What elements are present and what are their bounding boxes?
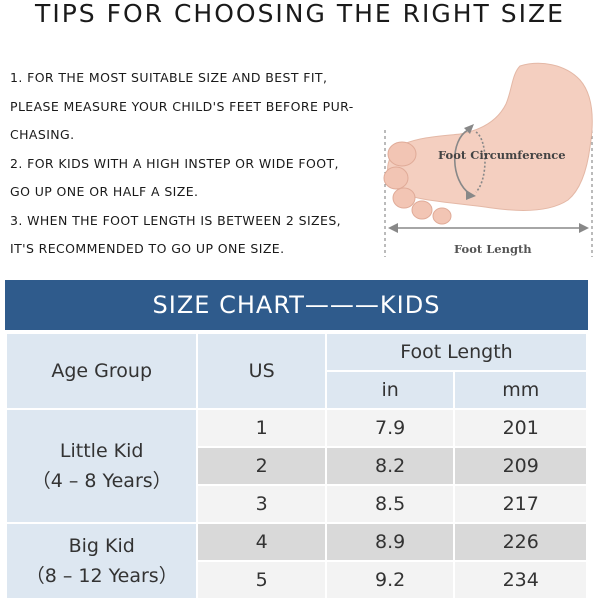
tip-line: IT'S RECOMMENDED TO GO UP ONE SIZE. — [10, 241, 285, 256]
in-cell: 8.2 — [326, 448, 454, 484]
mm-cell: 226 — [455, 524, 586, 560]
mm-header: mm — [455, 372, 586, 408]
us-size-cell: 3 — [198, 486, 325, 522]
us-size-cell: 4 — [198, 524, 325, 560]
age-group-cell: Little Kid （4 – 8 Years） — [7, 410, 197, 522]
page-title: TIPS FOR CHOOSING THE RIGHT SIZE — [35, 0, 565, 28]
age-group-cell: Big Kid （8 – 12 Years） — [7, 524, 197, 598]
tip-line: CHASING. — [10, 127, 75, 142]
in-cell: 8.5 — [326, 486, 454, 522]
table-row: Little Kid （4 – 8 Years） 1 7.9 201 — [7, 410, 586, 522]
foot-illustration: Foot Circumference Foot Length — [383, 62, 593, 257]
age-group-range: （8 – 12 Years） — [25, 565, 178, 587]
us-size-cell: 5 — [198, 562, 325, 598]
tip-line: 2. FOR KIDS WITH A HIGH INSTEP OR WIDE F… — [10, 155, 339, 171]
table-row: 3 8.5 217 — [7, 486, 586, 522]
foot-circumference-label: Foot Circumference — [438, 148, 566, 162]
in-cell: 7.9 — [326, 410, 454, 446]
us-size-cell: 1 — [198, 410, 325, 446]
tip-line: PLEASE MEASURE YOUR CHILD'S FEET BEFORE … — [10, 98, 354, 114]
mm-cell: 217 — [455, 486, 586, 522]
age-group-name: Little Kid — [59, 440, 144, 462]
tip-line: 1. FOR THE MOST SUITABLE SIZE AND BEST F… — [10, 70, 328, 85]
foot-measurement-figure: Foot Circumference Foot Length — [380, 52, 600, 264]
age-group-name: Big Kid — [68, 535, 135, 557]
us-size-cell: 2 — [198, 448, 325, 484]
us-header: US — [198, 334, 325, 408]
in-cell: 9.2 — [326, 562, 454, 598]
table-subheader-row: in mm — [7, 372, 586, 408]
tip-line: GO UP ONE OR HALF A SIZE. — [10, 184, 199, 199]
table-row: 5 9.2 234 — [7, 562, 586, 598]
tips-list: 1. FOR THE MOST SUITABLE SIZE AND BEST F… — [10, 64, 360, 264]
tip-line: 3. WHEN THE FOOT LENGTH IS BETWEEN 2 SIZ… — [10, 212, 342, 228]
in-header: in — [326, 372, 454, 408]
size-chart-table: Age Group US Foot Length in mm Little Ki… — [5, 332, 588, 600]
foot-length-header: Foot Length — [326, 334, 586, 370]
in-cell: 8.9 — [326, 524, 454, 560]
foot-length-label: Foot Length — [454, 242, 532, 256]
size-chart-title: SIZE CHART———KIDS — [5, 280, 588, 330]
age-group-range: （4 – 8 Years） — [31, 470, 172, 492]
table-row: 2 8.2 209 — [7, 448, 586, 484]
table-header-row: Age Group US Foot Length — [7, 334, 586, 408]
mm-cell: 209 — [455, 448, 586, 484]
age-group-header: Age Group — [7, 334, 197, 408]
mm-cell: 234 — [455, 562, 586, 598]
mm-cell: 201 — [455, 410, 586, 446]
table-row: Big Kid （8 – 12 Years） 4 8.9 226 — [7, 524, 586, 598]
